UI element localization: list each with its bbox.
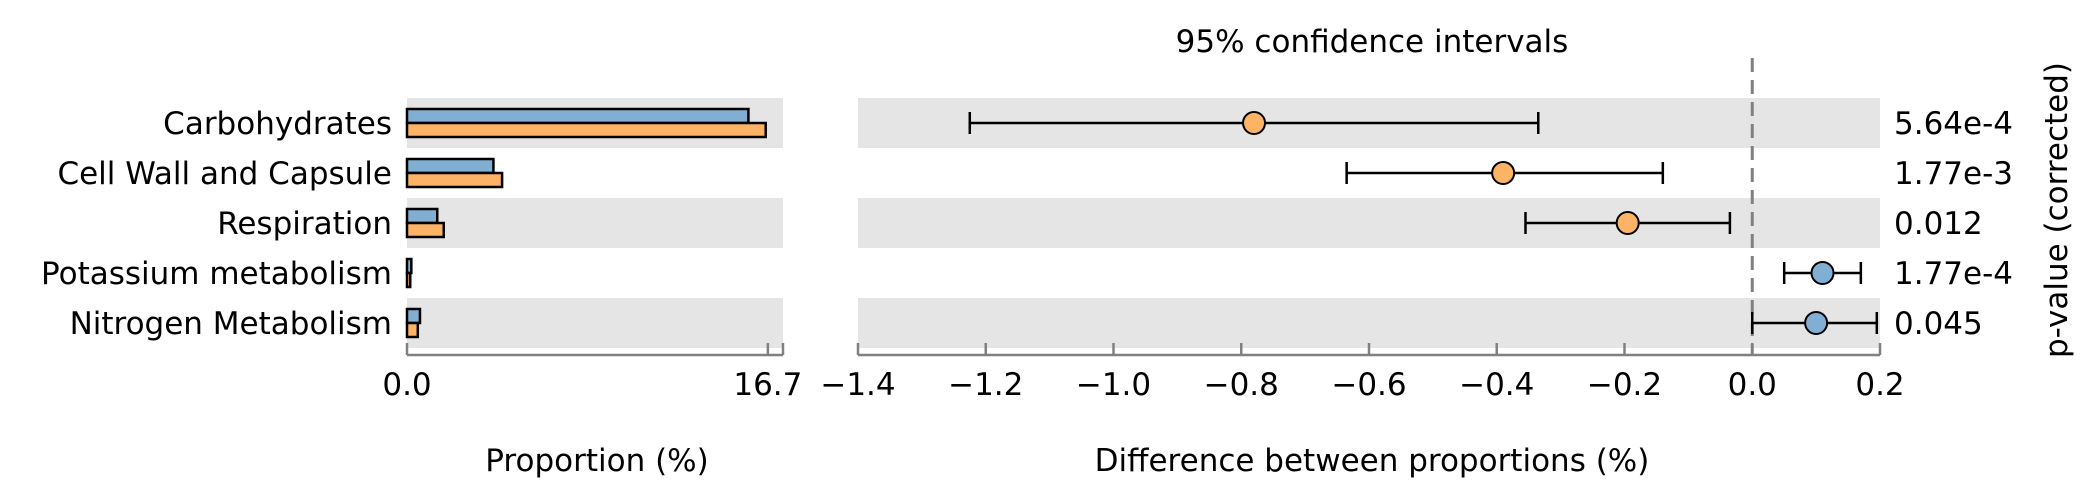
p-value-label: 1.77e-4 [1894, 256, 2013, 292]
p-value-label: 0.012 [1894, 206, 1983, 242]
ci-point [1810, 261, 1835, 285]
right-tick-label: −1.4 [820, 367, 895, 403]
proportion-bars [405, 107, 767, 339]
proportion-bar [405, 307, 422, 325]
proportion-bar [405, 221, 445, 239]
p-value-labels: 5.64e-4 1.77e-3 0.012 1.77e-4 0.045 [1894, 106, 2013, 342]
category-label: Respiration [217, 206, 392, 242]
category-label: Cell Wall and Capsule [57, 156, 392, 192]
right-tick-label: −0.6 [1331, 367, 1406, 403]
p-value-label: 1.77e-3 [1894, 156, 2013, 192]
category-label: Carbohydrates [163, 106, 392, 142]
category-label: Nitrogen Metabolism [70, 306, 392, 342]
left-row-band [407, 198, 783, 248]
proportion-bar [405, 157, 495, 175]
left-row-band [407, 298, 783, 348]
ci-point [1491, 161, 1516, 185]
row-bands [407, 98, 1880, 348]
right-tick-label: −0.8 [1204, 367, 1279, 403]
left-tick-label: 0.0 [382, 367, 431, 403]
proportion-bar [405, 171, 504, 189]
ci-point [1804, 311, 1829, 335]
proportion-bar [405, 257, 413, 275]
p-value-axis-label: p-value (corrected) [2039, 62, 2075, 358]
right-tick-label: 0.2 [1855, 367, 1904, 403]
left-tick-label: 16.7 [733, 367, 802, 403]
proportion-bar [405, 271, 412, 289]
p-value-label: 0.045 [1894, 306, 1983, 342]
proportion-bar [405, 207, 439, 225]
right-tick-label: 0.0 [1728, 367, 1777, 403]
right-tick-label: −0.4 [1459, 367, 1534, 403]
right-x-axis-label: Difference between proportions (%) [1095, 443, 1650, 479]
right-tick-label: −1.2 [948, 367, 1023, 403]
proportion-bar [405, 107, 750, 125]
confidence-interval-points [968, 111, 1879, 335]
left-x-axis-label: Proportion (%) [485, 443, 708, 479]
proportion-bar [405, 121, 767, 139]
difference-axis: −1.4 −1.2 −1.0 −0.8 −0.6 −0.4 −0.2 0.0 0.2 [820, 58, 1905, 403]
ci-title: 95% confidence intervals [1176, 24, 1569, 60]
ci-point [1242, 111, 1267, 135]
right-tick-label: −0.2 [1587, 367, 1662, 403]
right-tick-label: −1.0 [1076, 367, 1151, 403]
category-label: Potassium metabolism [41, 256, 392, 292]
proportion-axis: 0.0 16.7 [382, 343, 802, 403]
ci-point [1615, 211, 1640, 235]
right-row-band [858, 298, 1880, 348]
proportion-bar [405, 321, 420, 339]
p-value-label: 5.64e-4 [1894, 106, 2013, 142]
category-labels: Carbohydrates Cell Wall and Capsule Respir… [41, 106, 392, 342]
